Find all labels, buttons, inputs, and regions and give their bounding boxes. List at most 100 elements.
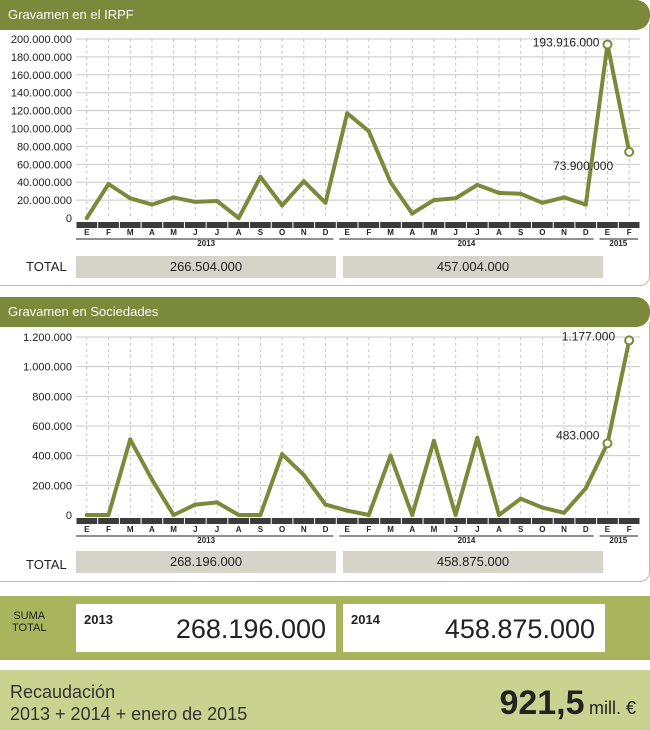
- suma-value-2014: 458.875.000: [444, 614, 595, 644]
- sociedades-month-label: D: [323, 525, 329, 534]
- sociedades-chart-title: Gravamen en Sociedades: [0, 297, 650, 327]
- sociedades-annotation-marker: [602, 438, 613, 449]
- irpf-data-point: [475, 182, 480, 187]
- irpf-line-chart: 200.000.000 180.000.000 160.000.000 140.000…: [11, 34, 641, 248]
- irpf-month-label: F: [366, 228, 371, 237]
- irpf-month-label: M: [387, 228, 394, 237]
- irpf-data-point: [518, 191, 523, 196]
- sociedades-data-point: [497, 513, 501, 517]
- irpf-y-tick-label: 0: [66, 213, 72, 225]
- sociedades-month-label: M: [170, 525, 177, 534]
- sociedades-y-tick-label: 200.000: [32, 480, 72, 492]
- irpf-data-point: [453, 196, 458, 201]
- recaudacion-value: 921,5: [499, 684, 585, 722]
- irpf-data-point: [106, 181, 111, 186]
- sociedades-data-point: [280, 452, 285, 457]
- sociedades-month-label: M: [127, 525, 134, 534]
- sociedades-month-label: E: [344, 525, 350, 534]
- sociedades-annotation-label: 1.177.000: [562, 329, 616, 343]
- irpf-month-label: M: [431, 228, 438, 237]
- irpf-data-point: [540, 200, 545, 205]
- irpf-annotation-marker: [624, 146, 635, 157]
- sociedades-month-label: N: [301, 525, 307, 534]
- irpf-y-tick-label: 160.000.000: [11, 70, 72, 82]
- sociedades-month-label: F: [106, 525, 111, 534]
- sociedades-month-label: J: [215, 525, 219, 534]
- recaudacion-period: 2013 + 2014 + enero de 2015: [10, 704, 248, 724]
- sociedades-month-label: A: [236, 525, 242, 534]
- sociedades-data-point: [171, 513, 176, 517]
- sociedades-data-point: [128, 437, 133, 442]
- irpf-annotation-label: 73.900.000: [553, 159, 613, 173]
- irpf-data-point: [366, 129, 371, 134]
- sociedades-data-point: [475, 435, 480, 440]
- irpf-data-point: [149, 202, 154, 207]
- sociedades-month-label: S: [258, 525, 264, 534]
- suma-total-label: SUMA TOTAL: [12, 610, 46, 634]
- irpf-data-point: [497, 190, 501, 195]
- irpf-month-label: J: [453, 228, 457, 237]
- irpf-month-label: M: [127, 228, 134, 237]
- sociedades-data-point: [388, 453, 393, 458]
- sociedades-month-label: N: [561, 525, 567, 534]
- irpf-data-point: [562, 195, 567, 200]
- irpf-month-label: S: [258, 228, 264, 237]
- sociedades-total-label: TOTAL: [26, 557, 67, 572]
- irpf-month-label: J: [193, 228, 197, 237]
- sociedades-data-point: [258, 513, 263, 517]
- suma-label-line2: TOTAL: [12, 622, 47, 634]
- sociedades-month-label: F: [627, 525, 632, 534]
- sociedades-data-point: [540, 505, 545, 510]
- irpf-month-label: S: [518, 228, 524, 237]
- sociedades-month-label: E: [84, 525, 90, 534]
- recaudacion-title: Recaudación: [10, 682, 116, 702]
- sociedades-month-label: A: [149, 525, 155, 534]
- sociedades-data-point: [193, 502, 198, 507]
- sociedades-month-label: A: [496, 525, 502, 534]
- irpf-data-point: [171, 195, 176, 200]
- irpf-data-point: [236, 216, 241, 220]
- sociedades-month-label: A: [409, 525, 415, 534]
- sociedades-data-point: [562, 510, 567, 515]
- irpf-y-tick-label: 20.000.000: [17, 195, 72, 207]
- sociedades-month-label: M: [387, 525, 394, 534]
- irpf-month-label: A: [236, 228, 242, 237]
- irpf-y-tick-label: 60.000.000: [17, 159, 72, 171]
- irpf-y-tick-label: 100.000.000: [11, 124, 72, 136]
- irpf-chart-title: Gravamen en el IRPF: [0, 0, 650, 30]
- sociedades-data-point: [323, 502, 328, 507]
- suma-box-2014: 2014 458.875.000: [343, 604, 605, 652]
- irpf-data-point: [215, 198, 219, 203]
- sociedades-y-tick-label: 1.200.000: [23, 332, 72, 344]
- irpf-data-point: [301, 179, 306, 184]
- sociedades-month-label: S: [518, 525, 524, 534]
- sociedades-data-point: [236, 513, 241, 517]
- irpf-data-point: [128, 196, 133, 201]
- recaudacion-band: Recaudación 2013 + 2014 + enero de 2015 …: [0, 670, 650, 730]
- irpf-month-label: E: [84, 228, 90, 237]
- sociedades-year-label-2014: 2014: [458, 536, 476, 545]
- irpf-data-point: [193, 199, 198, 204]
- irpf-data-point: [280, 203, 285, 208]
- irpf-y-tick-label: 80.000.000: [17, 141, 72, 153]
- sociedades-data-point: [106, 513, 111, 517]
- irpf-data-point: [388, 180, 393, 185]
- sociedades-y-tick-label: 1.000.000: [23, 362, 72, 374]
- irpf-month-label: F: [627, 228, 632, 237]
- sociedades-month-label: O: [279, 525, 285, 534]
- irpf-total-2014: 457.004.000: [343, 256, 603, 278]
- sociedades-data-point: [215, 500, 219, 505]
- irpf-data-point: [410, 211, 415, 216]
- irpf-month-label: E: [344, 228, 350, 237]
- sociedades-annotation-marker: [624, 335, 635, 346]
- irpf-data-point: [583, 202, 588, 207]
- irpf-y-tick-label: 120.000.000: [11, 106, 72, 118]
- sociedades-data-point: [431, 438, 436, 443]
- sociedades-data-point: [301, 472, 306, 477]
- suma-year-2013: 2013: [84, 612, 113, 627]
- sociedades-month-label: J: [475, 525, 479, 534]
- sociedades-series-line: [84, 338, 632, 517]
- sociedades-data-point: [84, 513, 89, 517]
- suma-box-2013: 2013 268.196.000: [76, 604, 336, 652]
- sociedades-data-point: [518, 496, 523, 501]
